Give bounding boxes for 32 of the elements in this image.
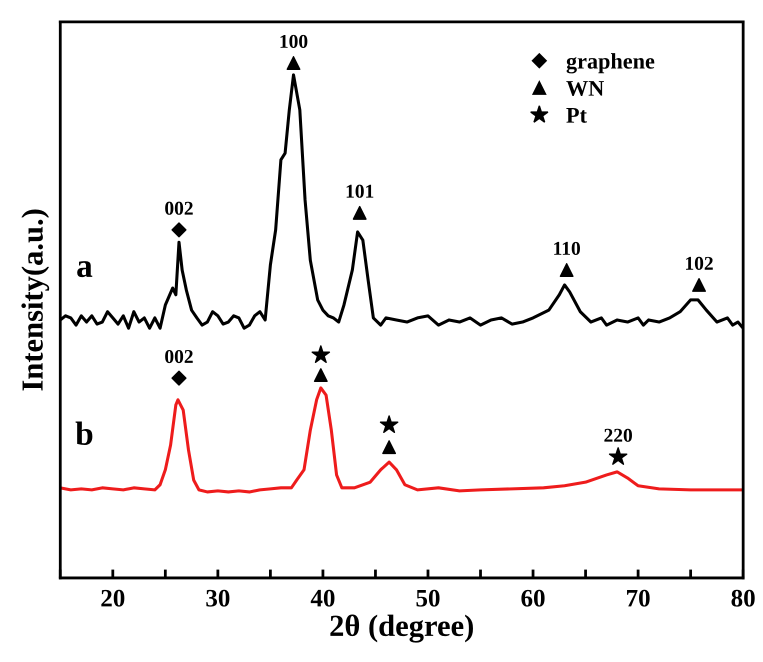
legend-label: Pt [566, 108, 587, 123]
point [560, 263, 574, 277]
legend-label: graphene [566, 53, 654, 74]
x-axis-title: 2θ (degree) [330, 614, 473, 643]
x-tick-label: 60 [521, 590, 545, 607]
series-label: b [76, 422, 92, 446]
annotation: 100 [280, 34, 308, 48]
point [286, 56, 300, 70]
x-tick-label: 40 [310, 590, 334, 607]
annotation: 101 [346, 184, 374, 198]
point [314, 368, 328, 382]
x-tick-label: 80 [731, 590, 755, 607]
annotation: 110 [554, 242, 580, 255]
y-axis-title: Intensity(a.u.) [21, 210, 50, 391]
x-tick-label: 50 [416, 590, 440, 607]
point [692, 278, 706, 292]
legend-label: WN [566, 81, 604, 96]
point [382, 440, 396, 454]
annotation: 220 [604, 428, 632, 442]
series-label: a [77, 261, 92, 278]
point [312, 345, 330, 363]
annotation: 002 [165, 350, 193, 364]
x-tick-label: 70 [627, 590, 650, 607]
x-tick-label: 30 [206, 590, 230, 607]
x-tick-label: 20 [101, 590, 124, 607]
point [608, 447, 628, 465]
point [380, 415, 398, 434]
point [171, 370, 187, 386]
point [171, 222, 187, 238]
annotation: 002 [165, 202, 193, 215]
annotation: 102 [686, 256, 713, 270]
point [352, 206, 367, 220]
